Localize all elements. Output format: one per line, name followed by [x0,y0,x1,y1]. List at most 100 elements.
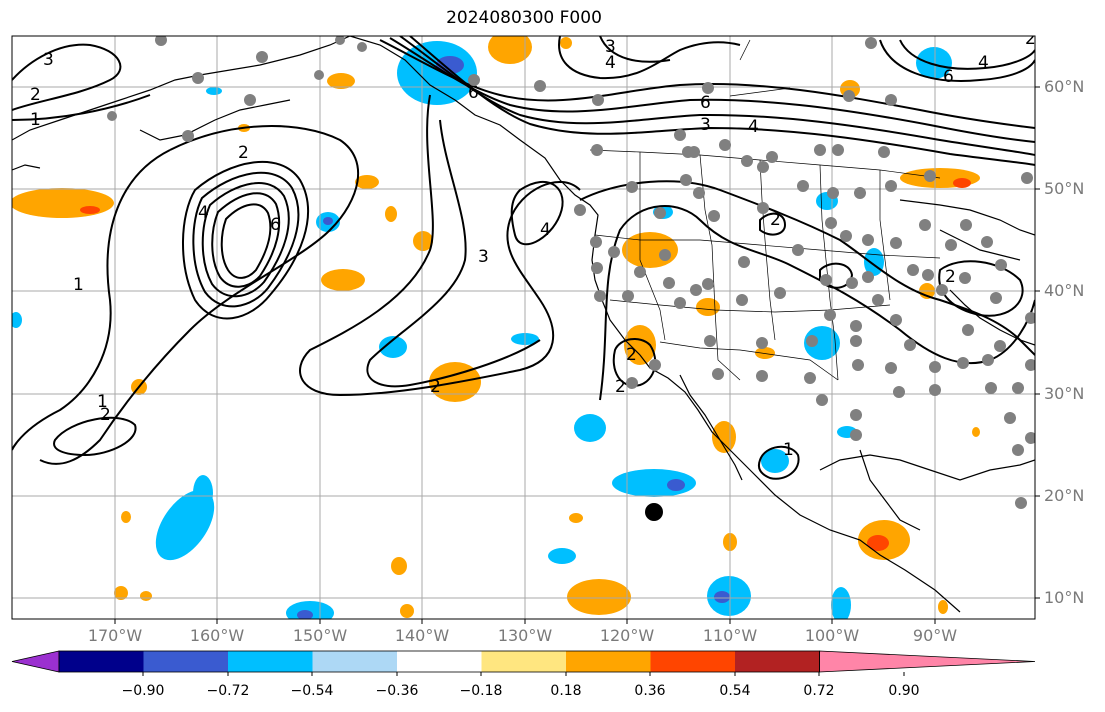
colorbar-segment [397,651,482,672]
lat-label-20: 20°N [1044,486,1085,505]
colorbar-segment [59,651,144,672]
contour-label: 1 [30,110,41,130]
contour-label: 2 [945,267,956,287]
contour-label: 2 [626,345,637,365]
orange-blob [567,579,631,615]
lon-label-90w: 90°W [912,626,958,645]
contour-label: 3 [700,115,711,135]
contour-label: 6 [943,67,954,87]
contour-label: 2 [100,405,111,425]
orange-blob [413,231,433,251]
blue-blob-core [297,610,313,619]
stations [107,36,1035,509]
contour-label: 2 [770,210,781,230]
colorbar-tick-label: 0.18 [550,683,582,699]
blue-blob-core [323,217,333,225]
colorbar-tick-label: −0.72 [206,683,250,699]
lat-label-10: 10°N [1044,588,1085,607]
contour-label: 6 [468,83,479,103]
blue-blob [397,41,477,105]
coastlines [12,36,1035,613]
map-border [11,35,1036,620]
colorbar-segment [143,651,228,672]
colorbar-extend-low [11,650,60,673]
lon-label-110w: 110°W [702,626,758,645]
orange-blob [560,37,572,49]
contour-label: 3 [478,247,489,267]
lat-label-30: 30°N [1044,384,1085,403]
lat-label-60: 60°N [1044,77,1085,96]
orange-blob [327,73,355,89]
blue-blob [916,47,952,79]
colorbar-tick-label: 0.72 [803,683,835,699]
marker-dot [645,503,663,521]
contour-label: 4 [605,53,616,73]
orange-blob [622,232,678,268]
colorbar-segment [735,651,820,672]
orange-blob [696,298,720,316]
orange-blob [140,591,152,601]
contour-label: 3 [43,50,54,70]
contour-label: 1 [783,440,794,460]
political-borders [589,39,941,381]
colorbar-tick-label: 0.54 [719,683,751,699]
blue-blob [12,312,22,328]
blue-blob [206,87,222,95]
lat-label-50: 50°N [1044,179,1085,198]
colorbar-segment [650,651,735,672]
lon-label-150w: 150°W [292,626,348,645]
orange-blob [121,511,131,523]
colorbar-tick-label: −0.90 [121,683,165,699]
contour-label: 2 [30,85,41,105]
contour-label: 6 [700,93,711,113]
contour-label: 4 [540,220,551,240]
chart-title: 2024080300 F000 [446,8,602,28]
orange-blob [569,513,583,523]
contour-labels: 3 2 1 2 4 6 3 4 6 2 1 3 4 2 2 2 1 2 1 2 … [30,29,1036,460]
colorbar-segment [566,651,651,672]
blue-blob [548,548,576,564]
lon-label-120w: 120°W [599,626,655,645]
contour-label: 2 [615,377,626,397]
colorbar-tick-label: 0.90 [888,683,920,699]
orange-blob [385,206,397,222]
colorbar-segment [481,651,566,672]
colorbar-tick-label: −0.54 [290,683,334,699]
orange-blob [355,175,379,189]
colorbar-segment [312,651,397,672]
contour-label: 2 [1025,29,1036,49]
orange-blob [400,604,414,618]
colorbar-segment [228,651,313,672]
contours [12,36,1035,480]
colorbar-tick-label: 0.36 [634,683,666,699]
colorbar-tick-label: −0.36 [375,683,419,699]
lon-label-160w: 160°W [189,626,245,645]
lon-label-130w: 130°W [497,626,553,645]
blue-blob [831,587,851,619]
orange-blob [938,600,948,614]
blue-blob [193,475,213,511]
orange-blob-core [953,178,971,188]
orange-blob [488,36,532,64]
orange-blob [972,427,980,437]
orange-blob-core [80,206,100,214]
blue-blob [574,414,606,442]
orange-blob [712,421,736,453]
contour-label: 4 [978,53,989,73]
blue-blob [761,449,789,473]
colorbar-tick-label: −0.18 [459,683,503,699]
contour-label: 2 [238,143,249,163]
orange-blob-core [867,535,889,551]
blue-blob-core [667,479,685,491]
blue-blob-core [714,591,730,603]
blue-blob [804,326,840,360]
contour-label: 3 [605,37,616,57]
orange-blob [624,325,656,365]
lon-label-170w: 170°W [87,626,143,645]
orange-blob [391,557,407,575]
contour-label: 1 [73,275,84,295]
contour-label: 6 [270,215,281,235]
orange-blob [12,188,114,218]
lat-label-40: 40°N [1044,281,1085,300]
